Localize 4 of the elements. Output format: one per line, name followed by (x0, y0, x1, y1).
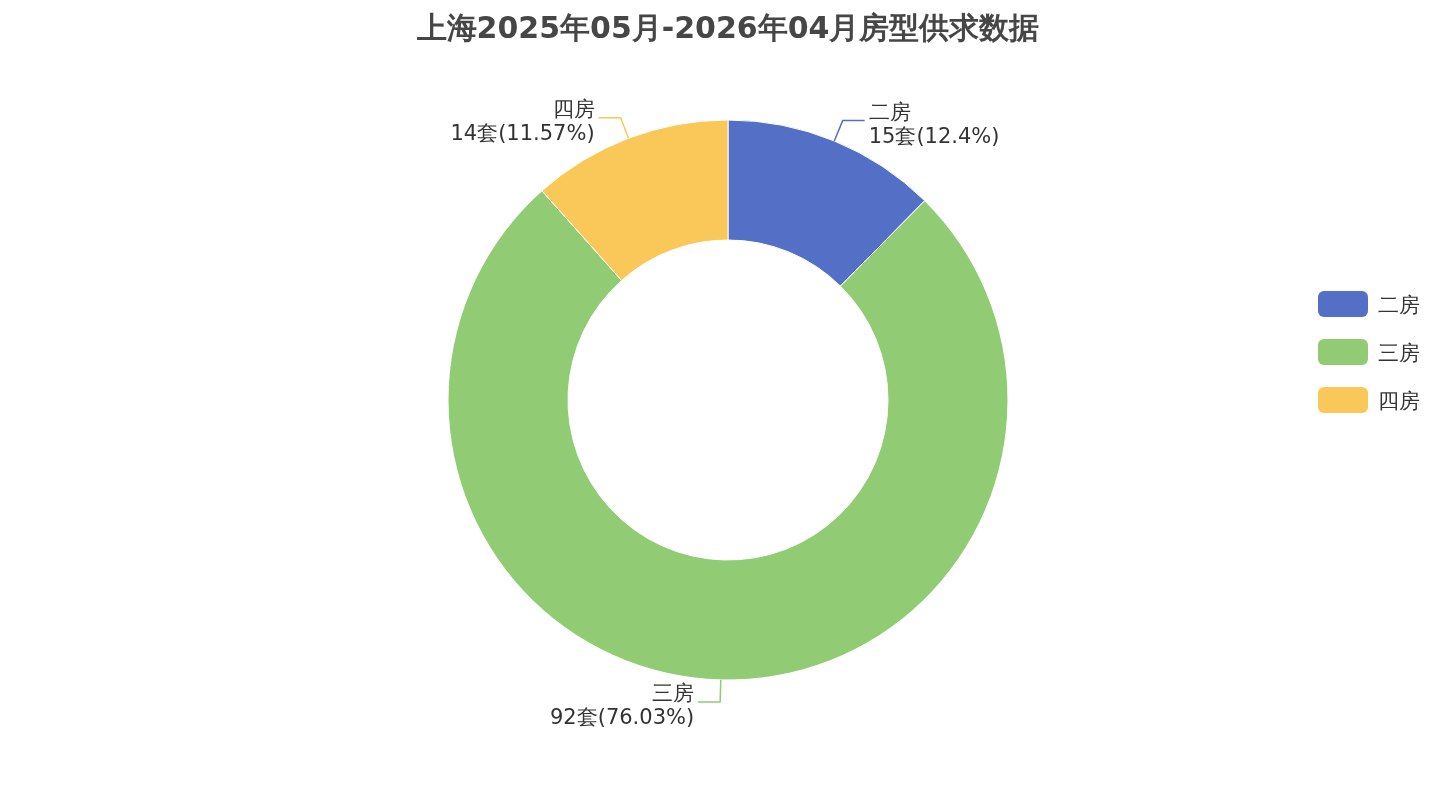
title: 上海2025年05月-2026年04月房型供求数据 (416, 10, 1040, 45)
label: 二房 (868, 99, 911, 124)
label: 三房 (652, 680, 695, 705)
label: 四房 (552, 96, 595, 121)
